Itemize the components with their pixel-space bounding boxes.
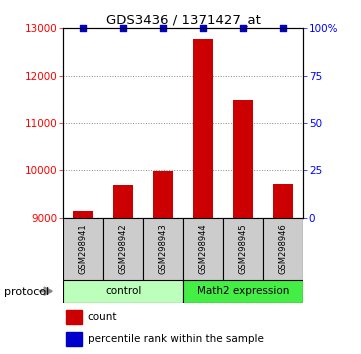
Bar — [73, 211, 93, 218]
Text: percentile rank within the sample: percentile rank within the sample — [88, 334, 264, 344]
Bar — [273, 184, 293, 218]
Text: GSM298941: GSM298941 — [79, 223, 88, 274]
Bar — [233, 100, 253, 218]
Text: GSM298942: GSM298942 — [119, 223, 128, 274]
Bar — [263, 218, 303, 280]
Bar — [183, 218, 223, 280]
Bar — [143, 218, 183, 280]
Bar — [193, 39, 213, 218]
Point — [120, 25, 126, 31]
Text: count: count — [88, 312, 117, 322]
Text: control: control — [105, 286, 142, 296]
Text: GSM298944: GSM298944 — [199, 223, 208, 274]
Point — [160, 25, 166, 31]
Text: Math2 expression: Math2 expression — [197, 286, 290, 296]
Point — [200, 25, 206, 31]
Bar — [66, 332, 82, 346]
Bar — [63, 218, 103, 280]
Bar — [153, 171, 173, 218]
Title: GDS3436 / 1371427_at: GDS3436 / 1371427_at — [106, 13, 261, 26]
Point — [80, 25, 86, 31]
Bar — [103, 218, 143, 280]
Text: protocol: protocol — [4, 287, 49, 297]
Bar — [223, 218, 263, 280]
Bar — [66, 310, 82, 324]
Text: GSM298946: GSM298946 — [279, 223, 288, 274]
Bar — [183, 280, 303, 303]
Bar — [113, 184, 133, 218]
Point — [240, 25, 246, 31]
Text: GSM298943: GSM298943 — [159, 223, 168, 274]
Bar — [63, 280, 183, 303]
Point — [280, 25, 286, 31]
Text: GSM298945: GSM298945 — [239, 223, 248, 274]
